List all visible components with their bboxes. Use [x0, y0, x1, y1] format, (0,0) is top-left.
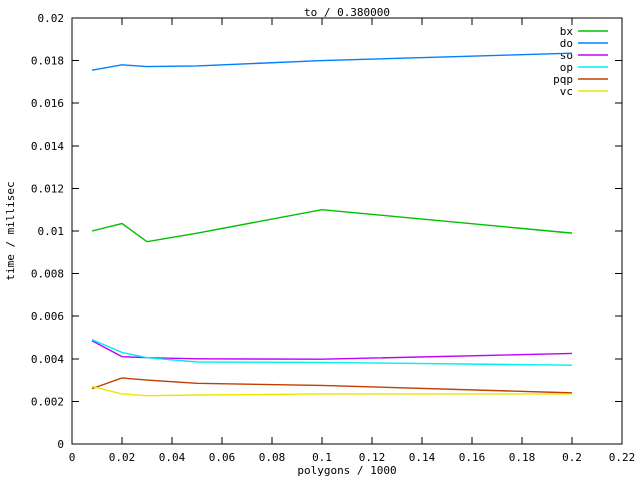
- y-axis-label: time / millisec: [4, 181, 17, 280]
- series-line-bx: [91, 208, 573, 243]
- y-tick-label: 0.01: [38, 225, 65, 238]
- legend-label-vc: vc: [560, 85, 573, 98]
- x-tick-label: 0.2: [562, 451, 582, 464]
- x-tick-label: 0.14: [409, 451, 436, 464]
- x-tick-label: 0.18: [509, 451, 536, 464]
- series-line-pqp: [91, 377, 573, 394]
- legend-label-pqp: pqp: [553, 73, 573, 86]
- y-tick-label: 0.006: [31, 310, 64, 323]
- y-tick-label: 0.018: [31, 55, 64, 68]
- y-tick-label: 0.012: [31, 182, 64, 195]
- y-tick-label: 0.008: [31, 268, 64, 281]
- y-tick-label: 0.02: [38, 12, 65, 25]
- legend-label-do: do: [560, 37, 573, 50]
- x-tick-label: 0.04: [159, 451, 186, 464]
- chart-title: to / 0.380000: [304, 6, 390, 19]
- x-tick-label: 0.16: [459, 451, 486, 464]
- legend-label-bx: bx: [560, 25, 574, 38]
- y-tick-label: 0.016: [31, 97, 64, 110]
- series-line-so: [91, 340, 573, 360]
- x-tick-label: 0.1: [312, 451, 332, 464]
- x-tick-label: 0.22: [609, 451, 636, 464]
- legend-label-op: op: [560, 61, 573, 74]
- legend-label-so: so: [560, 49, 573, 62]
- series-line-do: [91, 52, 573, 71]
- y-tick-label: 0: [57, 438, 64, 451]
- x-tick-label: 0: [69, 451, 76, 464]
- y-tick-label: 0.002: [31, 395, 64, 408]
- y-tick-label: 0.014: [31, 140, 64, 153]
- y-tick-label: 0.004: [31, 353, 64, 366]
- x-tick-label: 0.08: [259, 451, 286, 464]
- x-tick-label: 0.06: [209, 451, 236, 464]
- x-tick-label: 0.02: [109, 451, 136, 464]
- series-line-vc: [91, 385, 572, 397]
- x-axis-label: polygons / 1000: [297, 464, 396, 477]
- x-tick-label: 0.12: [359, 451, 386, 464]
- series-line-op: [91, 338, 573, 366]
